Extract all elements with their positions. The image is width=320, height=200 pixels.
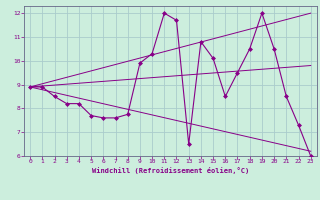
X-axis label: Windchill (Refroidissement éolien,°C): Windchill (Refroidissement éolien,°C): [92, 167, 249, 174]
